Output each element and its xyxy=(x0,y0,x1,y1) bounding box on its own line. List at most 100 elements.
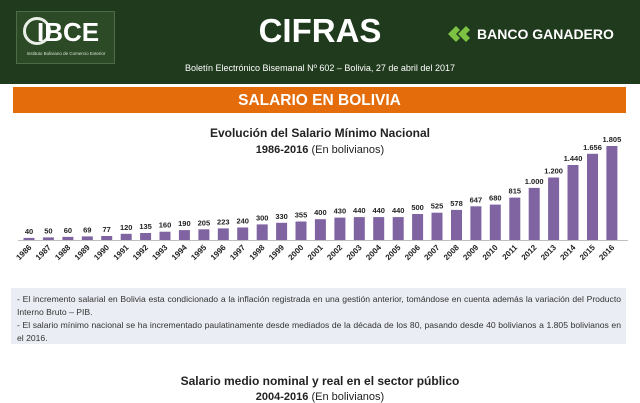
x-tick-1998: 1998 xyxy=(248,243,267,262)
bar-1986 xyxy=(23,237,35,240)
data-label-1987: 50 xyxy=(44,226,52,235)
data-label-2015: 1.656 xyxy=(583,143,602,152)
x-tick-2001: 2001 xyxy=(306,243,325,262)
bar-2004 xyxy=(373,217,385,240)
bar-2013 xyxy=(548,177,560,240)
minimum-wage-bar-chart: 40 1986 50 1987 60 1988 69 1989 77 1990 120 1991 135… xyxy=(14,135,628,262)
x-tick-1988: 1988 xyxy=(53,243,72,262)
bar-2014 xyxy=(567,165,579,240)
x-tick-2006: 2006 xyxy=(403,243,422,262)
chart-subtitle: 1986-2016 (En bolivianos) xyxy=(0,144,640,156)
bank-chevron-icon xyxy=(448,26,470,42)
bar-2008 xyxy=(451,209,462,240)
x-tick-2016: 2016 xyxy=(597,243,616,262)
chart-title: Evolución del Salario Mínimo Nacional xyxy=(209,126,431,140)
data-label-1992: 135 xyxy=(139,222,152,231)
x-tick-2002: 2002 xyxy=(325,243,344,262)
data-label-2008: 578 xyxy=(450,199,463,208)
data-label-1998: 300 xyxy=(256,213,269,222)
x-tick-2015: 2015 xyxy=(578,243,597,262)
bar-2010 xyxy=(489,204,501,240)
data-label-1989: 69 xyxy=(83,225,91,234)
x-tick-1999: 1999 xyxy=(267,243,286,262)
bulletin-line: Boletín Electrónico Bisemanal Nº 602 – B… xyxy=(185,63,455,73)
bar-1997 xyxy=(237,227,249,240)
bar-1994 xyxy=(178,230,190,240)
bar-2009 xyxy=(470,206,482,240)
x-tick-1995: 1995 xyxy=(189,243,208,262)
bar-1989 xyxy=(81,236,93,240)
section-banner: SALARIO EN BOLIVIA xyxy=(13,87,626,113)
x-tick-2008: 2008 xyxy=(442,243,461,262)
data-label-1995: 205 xyxy=(198,218,211,227)
section2-period: 2004-2016 xyxy=(255,391,309,403)
page-title: CIFRAS xyxy=(258,12,382,49)
data-label-1986: 40 xyxy=(25,227,33,236)
data-label-1996: 223 xyxy=(217,217,230,226)
header-banner: IBCE Instituto Boliviano de Comercio Ext… xyxy=(0,0,640,84)
data-label-2002: 430 xyxy=(334,207,347,216)
x-tick-1997: 1997 xyxy=(228,243,247,262)
logo-text: IBCE xyxy=(37,17,100,47)
bar-2015 xyxy=(587,153,598,240)
logo-subtitle: Instituto Boliviano de Comercio Exterior xyxy=(26,51,106,56)
x-tick-1996: 1996 xyxy=(209,243,228,262)
bar-1995 xyxy=(198,229,210,240)
x-tick-1989: 1989 xyxy=(73,243,92,262)
x-tick-1992: 1992 xyxy=(131,243,150,262)
data-label-2001: 400 xyxy=(314,208,327,217)
bar-2006 xyxy=(412,214,424,240)
bar-1992 xyxy=(140,233,152,240)
bar-2005 xyxy=(392,217,404,240)
data-label-1997: 240 xyxy=(236,217,249,226)
bar-2002 xyxy=(334,217,346,240)
section2-subtitle: 2004-2016 (En bolivianos) xyxy=(0,391,640,403)
x-tick-1994: 1994 xyxy=(170,243,189,262)
bar-1998 xyxy=(256,224,268,240)
data-label-2005: 440 xyxy=(392,206,405,215)
data-label-2000: 355 xyxy=(295,211,308,220)
data-label-2006: 500 xyxy=(411,203,424,212)
section2-title: Salario medio nominal y real en el secto… xyxy=(180,374,460,388)
data-label-1993: 160 xyxy=(159,221,172,230)
data-label-1991: 120 xyxy=(120,223,133,232)
notes-box: - El incremento salarial en Bolivia esta… xyxy=(11,288,626,344)
bar-2011 xyxy=(509,197,521,240)
x-tick-1991: 1991 xyxy=(112,243,131,262)
bar-2016 xyxy=(606,146,618,240)
x-tick-1987: 1987 xyxy=(34,243,53,262)
ibce-logo: IBCE Instituto Boliviano de Comercio Ext… xyxy=(16,11,115,64)
bar-1988 xyxy=(62,236,74,240)
data-label-2003: 440 xyxy=(353,206,366,215)
data-label-1994: 190 xyxy=(178,219,191,228)
data-label-1999: 330 xyxy=(275,212,288,221)
data-label-2010: 680 xyxy=(489,194,502,203)
section-title: SALARIO EN BOLIVIA xyxy=(238,92,401,109)
data-label-1988: 60 xyxy=(64,226,72,235)
bar-1999 xyxy=(276,222,288,240)
x-tick-2003: 2003 xyxy=(345,243,364,262)
data-label-2007: 525 xyxy=(431,202,444,211)
x-tick-2007: 2007 xyxy=(422,243,441,262)
x-tick-2014: 2014 xyxy=(558,243,577,262)
logo-ring-icon xyxy=(23,17,51,45)
bar-2001 xyxy=(314,219,326,240)
bank-logo: BANCO GANADERO xyxy=(448,24,614,44)
bar-1987 xyxy=(42,237,54,240)
x-tick-1986: 1986 xyxy=(14,243,33,262)
data-label-2004: 440 xyxy=(372,206,385,215)
chart-unit: (En bolivianos) xyxy=(311,144,385,156)
bar-1996 xyxy=(217,228,229,240)
x-tick-2009: 2009 xyxy=(461,243,480,262)
data-label-2013: 1.200 xyxy=(544,167,563,176)
chart-period: 1986-2016 xyxy=(255,144,309,156)
data-label-2009: 647 xyxy=(470,195,483,204)
bar-1990 xyxy=(101,236,113,240)
data-label-1990: 77 xyxy=(103,225,111,234)
x-tick-2004: 2004 xyxy=(364,243,383,262)
x-tick-2012: 2012 xyxy=(520,243,539,262)
note-2: - El salario mínimo nacional se ha incre… xyxy=(17,320,621,343)
bar-2003 xyxy=(353,217,365,240)
bank-name: BANCO GANADERO xyxy=(477,26,614,42)
bar-1993 xyxy=(159,231,171,240)
